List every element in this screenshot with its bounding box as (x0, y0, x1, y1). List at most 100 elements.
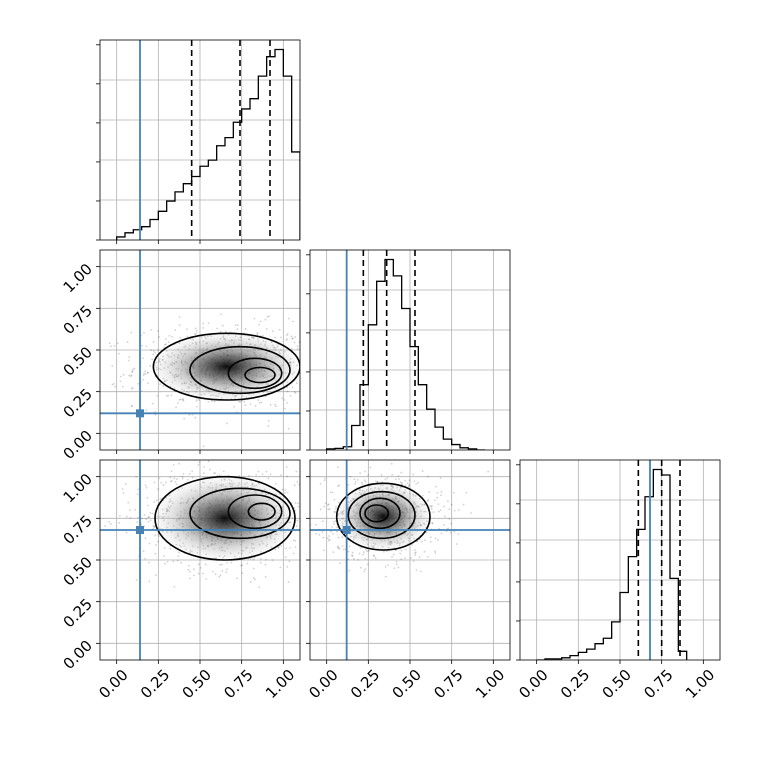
scatter-point (295, 525, 298, 528)
x-tick-label: 0.25 (347, 666, 383, 702)
scatter-point (256, 333, 259, 336)
scatter-point (191, 476, 194, 479)
scatter-point (109, 345, 112, 348)
scatter-point (333, 498, 336, 501)
x-tick-label: 0.75 (640, 666, 676, 702)
scatter-point (425, 531, 428, 534)
scatter-point (271, 559, 274, 562)
scatter-point (148, 516, 150, 518)
scatter-point (401, 481, 403, 484)
scatter-point (182, 472, 185, 475)
scatter-point (360, 481, 363, 484)
scatter-point (285, 556, 287, 559)
scatter-point (130, 374, 133, 377)
scatter-point (430, 505, 433, 508)
scatter-point (322, 549, 325, 552)
scatter-point (418, 556, 421, 559)
scatter-point (132, 368, 134, 371)
histogram-step (116, 48, 300, 240)
scatter-point (380, 474, 383, 476)
scatter-point (487, 470, 490, 473)
scatter-point (290, 347, 293, 350)
scatter-point (397, 566, 400, 569)
scatter-point (400, 549, 403, 552)
scatter-point (236, 324, 239, 326)
scatter-point (145, 409, 148, 412)
scatter-point (447, 527, 450, 530)
scatter-point (111, 383, 114, 386)
scatter-point (261, 473, 264, 476)
scatter-point (421, 456, 423, 458)
scatter-point (421, 540, 424, 543)
x-tick-label: 0.25 (137, 666, 173, 702)
scatter-point (147, 516, 150, 519)
scatter-point (186, 478, 189, 481)
scatter-point (277, 546, 280, 548)
scatter-point (447, 500, 449, 503)
scatter-point (366, 563, 369, 566)
scatter-point (284, 489, 286, 491)
scatter-point (452, 491, 455, 494)
scatter-point (423, 539, 426, 542)
scatter-point (226, 561, 229, 564)
scatter-point (243, 401, 246, 403)
scatter-point (437, 503, 440, 506)
scatter-point (324, 502, 327, 505)
scatter-point (327, 504, 329, 506)
scatter-point (284, 492, 286, 494)
scatter-point (155, 499, 158, 502)
scatter-point (121, 385, 124, 388)
scatter-point (137, 516, 140, 519)
scatter-point (264, 575, 267, 578)
scatter-point (264, 395, 267, 398)
scatter-point (417, 481, 419, 484)
scatter-point (149, 519, 152, 522)
scatter-point (383, 550, 385, 553)
scatter-point (315, 523, 317, 526)
scatter-point (234, 324, 237, 327)
scatter-point (152, 341, 155, 343)
scatter-point (438, 510, 440, 513)
scatter-point (127, 501, 130, 504)
scatter-point (145, 345, 148, 348)
scatter-point (322, 520, 324, 523)
scatter-point (166, 560, 169, 563)
scatter-point (400, 471, 403, 474)
scatter-point (280, 544, 282, 547)
scatter-point (225, 568, 228, 571)
scatter-point (354, 483, 356, 485)
scatter-point (440, 532, 443, 535)
scatter-point (291, 386, 294, 389)
scatter-point (305, 381, 307, 383)
scatter-point (327, 508, 330, 511)
x-tick-label: 0.00 (305, 666, 341, 702)
scatter-point (305, 552, 307, 554)
scatter-point (258, 323, 260, 326)
scatter-point (327, 503, 330, 506)
scatter-point (151, 402, 154, 405)
scatter-point (301, 295, 303, 297)
scatter-point (319, 508, 322, 511)
scatter-point (432, 511, 435, 513)
scatter-point (359, 472, 362, 475)
scatter-point (238, 475, 241, 477)
scatter-point (384, 478, 387, 481)
scatter-point (172, 463, 175, 466)
scatter-point (347, 550, 350, 553)
scatter-point (153, 501, 155, 503)
scatter-point (147, 371, 149, 374)
scatter-point (142, 357, 144, 360)
scatter-point (305, 369, 307, 371)
scatter-point (155, 452, 157, 454)
scatter-point (347, 558, 350, 561)
density-fill (155, 476, 295, 560)
scatter-point (295, 382, 298, 384)
scatter-point (196, 405, 198, 408)
scatter-point (265, 328, 268, 330)
scatter-point (292, 320, 294, 323)
contour-level-2 (359, 497, 401, 530)
scatter-point (384, 575, 387, 578)
scatter-point (158, 535, 160, 537)
scatter-point (332, 533, 334, 535)
scatter-point (207, 322, 210, 324)
